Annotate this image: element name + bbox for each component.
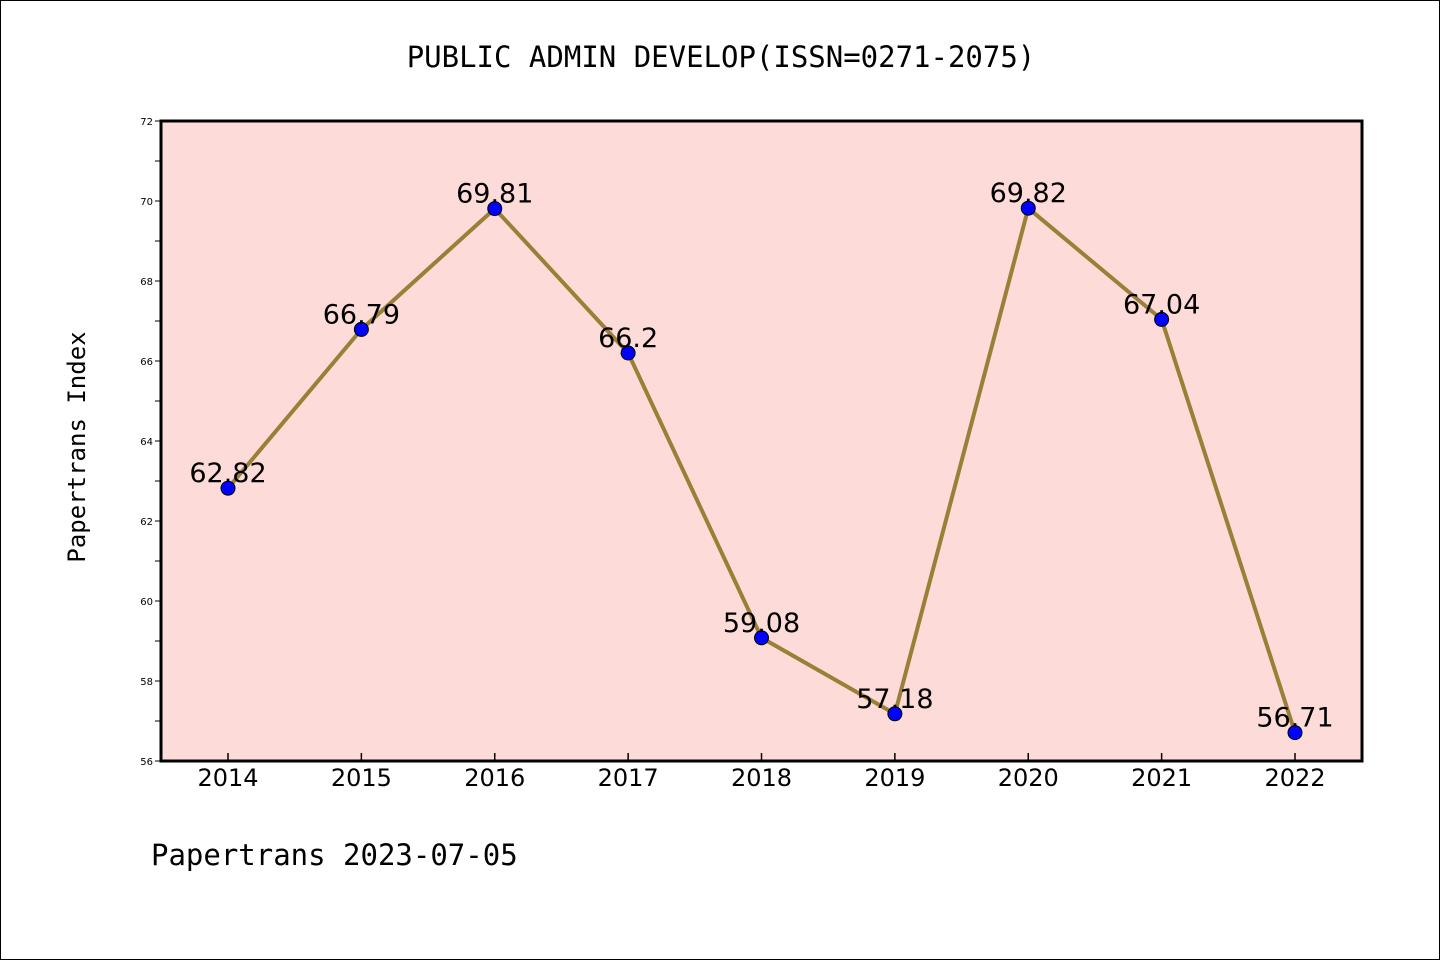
data-point [887, 706, 903, 722]
y-tick-label: 66 [140, 357, 153, 368]
footer-text: Papertrans 2023-07-05 [151, 838, 518, 872]
data-label: 56.71 [1256, 703, 1333, 734]
data-label: 69.81 [456, 179, 533, 210]
y-axis-label: Papertrans Index [63, 331, 91, 562]
chart-title: PUBLIC ADMIN DEVELOP(ISSN=0271-2075) [407, 40, 1036, 74]
y-axis: 56 58 60 62 64 66 68 70 72 [140, 117, 161, 768]
data-markers [220, 200, 1303, 741]
data-label: 57.18 [856, 684, 933, 715]
x-tick-label: 2020 [998, 764, 1059, 792]
y-tick-label: 62 [140, 517, 153, 528]
y-tick-label: 68 [140, 277, 153, 288]
x-tick-label: 2022 [1264, 764, 1325, 792]
data-point [220, 480, 236, 496]
x-tick-label: 2019 [864, 764, 925, 792]
data-label: 66.79 [323, 299, 400, 330]
data-point [620, 345, 636, 361]
data-label: 69.82 [990, 178, 1067, 209]
plot-area [159, 119, 1364, 763]
data-point [487, 201, 503, 217]
y-tick-label: 70 [140, 197, 153, 208]
x-tick-label: 2018 [731, 764, 792, 792]
data-point [1154, 311, 1170, 327]
data-label: 62.82 [189, 458, 266, 489]
x-tick-label: 2021 [1131, 764, 1192, 792]
data-labels: 62.82 66.79 69.81 66.2 59.08 57.18 69.82 67.04 5… [189, 178, 1333, 733]
x-axis: 2014 2015 2016 2017 2018 2019 2020 2021 2022 [197, 753, 1326, 792]
x-tick-label: 2014 [197, 764, 258, 792]
y-tick-label: 72 [140, 117, 153, 128]
y-tick-label: 58 [140, 677, 153, 688]
data-point [1287, 725, 1303, 741]
y-tick-label: 64 [140, 437, 153, 448]
y-tick-label: 60 [140, 597, 153, 608]
y-tick-label: 56 [140, 757, 153, 768]
data-label: 67.04 [1123, 289, 1200, 320]
data-point [754, 630, 769, 646]
data-label: 66.2 [598, 323, 658, 354]
x-tick-label: 2016 [464, 764, 525, 792]
x-tick-label: 2017 [598, 764, 659, 792]
x-tick-label: 2015 [331, 764, 392, 792]
data-point [1020, 200, 1036, 216]
data-label: 59.08 [723, 608, 800, 639]
data-point [353, 321, 369, 337]
